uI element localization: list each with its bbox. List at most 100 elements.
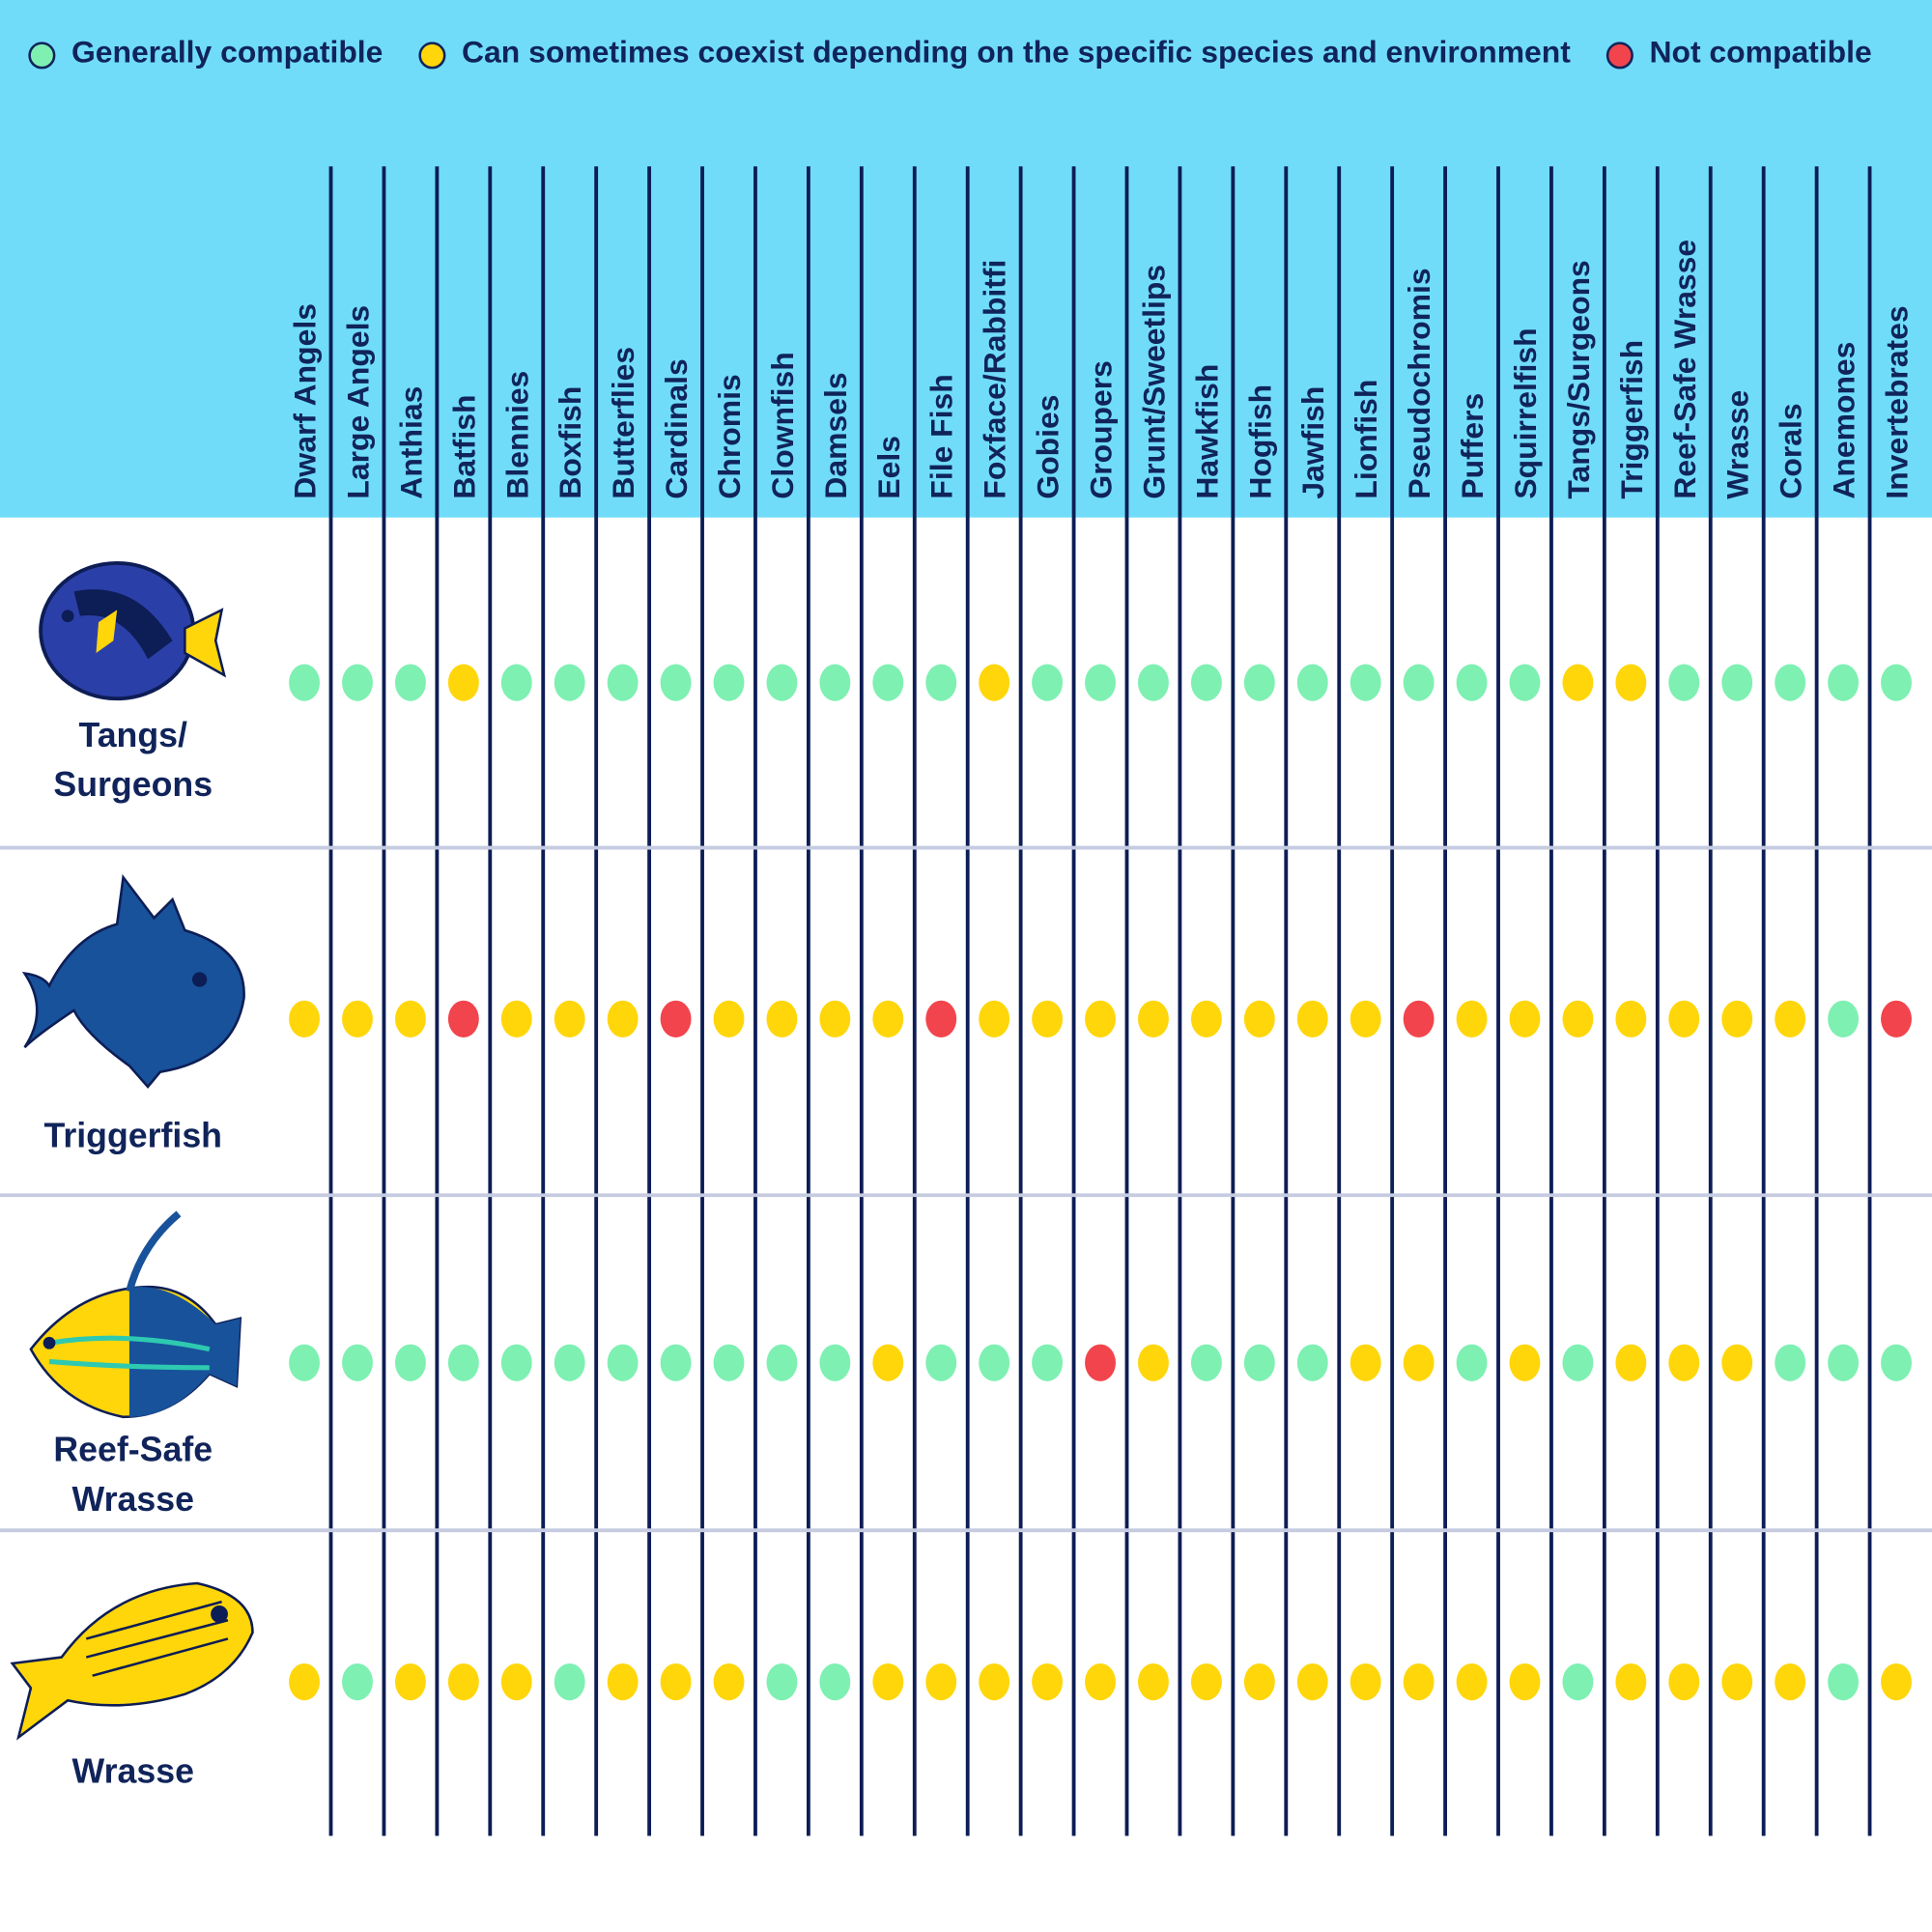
status-dot: [554, 664, 585, 701]
status-dot: [1615, 664, 1647, 701]
status-dot: [1032, 664, 1064, 701]
status-dot: [394, 664, 426, 701]
status-dot: [1243, 664, 1275, 701]
status-dot: [1881, 664, 1912, 701]
reef-safe-wrasse-icon: [29, 1210, 242, 1419]
status-dot: [342, 1662, 373, 1701]
status-dot: [1615, 1344, 1647, 1381]
column-label: Jawfish: [1295, 386, 1330, 499]
status-dot: [1403, 1000, 1435, 1037]
status-dot: [660, 1662, 692, 1701]
status-dot: [819, 1662, 851, 1701]
column-label: Anemones: [1827, 342, 1861, 499]
row-label: Triggerfish: [44, 1117, 223, 1155]
status-dot: [1721, 1000, 1753, 1037]
status-dot: [660, 1344, 692, 1381]
status-dot: [819, 1344, 851, 1381]
column-label: Chromis: [712, 374, 747, 498]
column-label: Cardinals: [659, 358, 694, 498]
status-dot: [1138, 1662, 1169, 1701]
status-dot: [394, 1000, 426, 1037]
status-dot: [447, 1000, 479, 1037]
row-label: Reef-Safe: [53, 1431, 213, 1469]
column-label: Pseudochromis: [1402, 268, 1436, 498]
column-label: Gobies: [1031, 395, 1065, 499]
status-dot: [1509, 1662, 1541, 1701]
status-dot: [1562, 664, 1594, 701]
status-dot: [1190, 664, 1222, 701]
status-dot: [1509, 664, 1541, 701]
status-dot: [1562, 1000, 1594, 1037]
status-dot: [1190, 1344, 1222, 1381]
status-dot: [713, 664, 745, 701]
column-label: Invertebrates: [1879, 305, 1914, 498]
wrasse-icon: [10, 1581, 254, 1741]
status-dot: [1403, 1662, 1435, 1701]
triggerfish-icon: [21, 873, 245, 1089]
status-dot: [925, 1344, 957, 1381]
status-dot: [1032, 1000, 1064, 1037]
status-dot: [342, 1344, 373, 1381]
status-dot: [819, 664, 851, 701]
legend-label: Generally compatible: [71, 35, 383, 70]
column-label: Eels: [871, 436, 906, 499]
status-dot: [1243, 1344, 1275, 1381]
column-label: Hawkfish: [1189, 364, 1224, 499]
legend-label: Not compatible: [1649, 35, 1871, 70]
column-label: Hogfish: [1242, 384, 1277, 499]
status-dot: [1296, 1344, 1328, 1381]
status-dot: [925, 664, 957, 701]
status-dot: [1243, 1000, 1275, 1037]
status-dot: [1138, 1344, 1169, 1381]
status-dot: [1350, 1000, 1381, 1037]
status-dot: [447, 1662, 479, 1701]
status-dot: [342, 664, 373, 701]
column-label: Corals: [1774, 403, 1808, 498]
status-dot: [289, 1662, 320, 1701]
status-dot: [713, 1000, 745, 1037]
status-dot: [1296, 664, 1328, 701]
status-dot: [872, 1662, 904, 1701]
status-dot: [1403, 664, 1435, 701]
column-label: File Fish: [924, 374, 959, 498]
status-dot: [1296, 1662, 1328, 1701]
row-label: Wrasse: [72, 1480, 194, 1519]
row-label: Tangs/: [79, 716, 187, 754]
status-dot: [607, 1344, 639, 1381]
column-label: Foxface/Rabbitfi: [978, 260, 1012, 499]
status-dot: [1668, 1662, 1700, 1701]
status-dot: [1828, 1344, 1860, 1381]
status-dot: [1775, 664, 1806, 701]
status-dot: [500, 1662, 532, 1701]
status-dot: [342, 1000, 373, 1037]
status-dot: [394, 1662, 426, 1701]
column-label: Squirrelfish: [1508, 327, 1543, 498]
status-dot: [872, 664, 904, 701]
status-dot: [1456, 1000, 1488, 1037]
column-label: Butterflies: [606, 347, 640, 499]
status-dot: [554, 1000, 585, 1037]
status-dot: [766, 1662, 798, 1701]
status-dot: [1032, 1344, 1064, 1381]
status-dot: [1085, 1344, 1116, 1381]
column-label: Boxfish: [553, 386, 587, 499]
column-label: Groupers: [1084, 360, 1119, 498]
status-dot: [979, 1344, 1010, 1381]
status-dot: [1668, 1344, 1700, 1381]
status-dot: [394, 1344, 426, 1381]
status-dot: [713, 1662, 745, 1701]
column-label: Clownfish: [765, 352, 800, 498]
legend-label: Can sometimes coexist depending on the s…: [462, 35, 1571, 70]
status-dot: [766, 1344, 798, 1381]
status-dot: [1615, 1000, 1647, 1037]
column-label: Lionfish: [1349, 380, 1383, 499]
status-dot: [1721, 1662, 1753, 1701]
status-dot: [500, 1344, 532, 1381]
status-dot: [289, 664, 320, 701]
status-dot: [1350, 1662, 1381, 1701]
status-dot: [925, 1662, 957, 1701]
status-dot: [872, 1344, 904, 1381]
status-dot: [607, 1662, 639, 1701]
